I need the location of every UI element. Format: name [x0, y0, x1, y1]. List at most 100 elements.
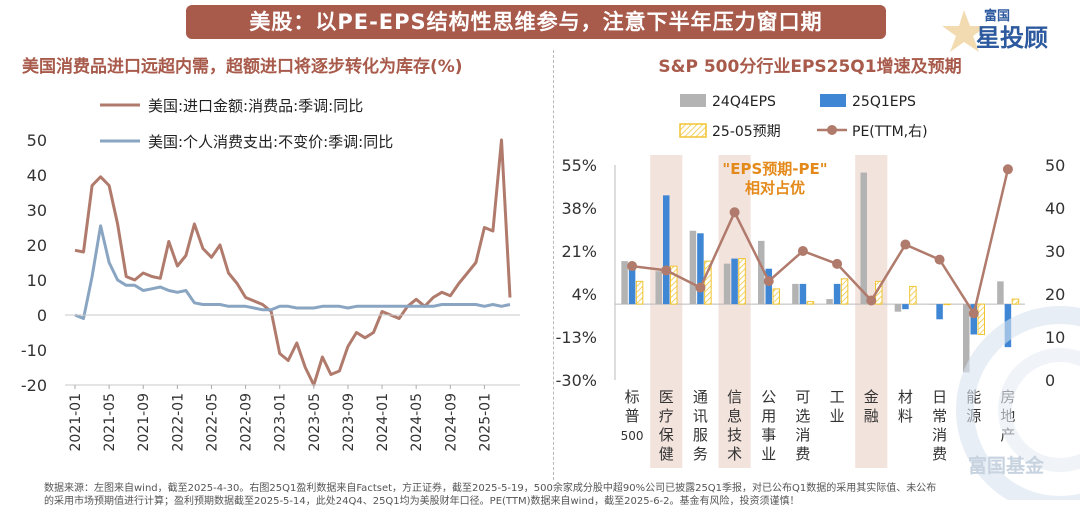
category-label-1: 医疗保健 — [659, 388, 674, 463]
category-label-8: 材料 — [898, 388, 913, 425]
bar-1-4 — [765, 268, 772, 305]
bar-0-7 — [860, 172, 867, 305]
y-right-tick-3: 30 — [1045, 242, 1065, 261]
bar-0-5 — [792, 283, 799, 305]
pe-point-3 — [729, 207, 740, 218]
y-tick-label-5: 30 — [27, 201, 47, 220]
legend-label-pce: 美国:个人消费支出:不变价:季调:同比 — [148, 133, 393, 151]
x-tick-label-5: 2022-09 — [239, 393, 255, 452]
annotation-line2: 相对占优 — [745, 179, 805, 197]
pe-point-4 — [763, 276, 774, 287]
pe-point-11 — [1002, 164, 1013, 175]
bar-0-6 — [826, 299, 833, 305]
category-label-2: 通讯服务 — [693, 388, 708, 463]
star-icon — [942, 10, 987, 52]
bar-2-9 — [943, 303, 951, 306]
category-label-9: 日常消费 — [932, 388, 947, 463]
y-left-tick-0: 55% — [561, 156, 597, 175]
watermark-text: 富国基金 — [968, 454, 1045, 477]
bar-0-8 — [894, 304, 902, 312]
bar-2-1 — [670, 265, 678, 305]
pe-point-0 — [627, 261, 638, 272]
watermark-emblem: 富国基金 — [956, 306, 1080, 500]
bar-1-0 — [628, 266, 636, 305]
bar-2-3 — [738, 258, 746, 305]
chart-divider — [553, 50, 554, 480]
x-tick-label-8: 2023-09 — [341, 393, 357, 452]
y-right-tick-0: 0 — [1045, 371, 1055, 390]
bar-2-11 — [1011, 298, 1020, 305]
y-left-tick-2: 21% — [561, 242, 597, 261]
legend-label-pe: PE(TTM,右) — [852, 124, 928, 140]
y-right-tick-1: 10 — [1045, 328, 1065, 347]
bar-1-9 — [936, 304, 943, 320]
series-line-0 — [74, 138, 512, 387]
page-title-banner: 美股：以PE-EPS结构性思维参与，注意下半年压力窗口期 — [186, 5, 886, 39]
bar-1-6 — [833, 283, 841, 305]
right-chart-title: S&P 500分行业EPS25Q1增速及预期 — [658, 57, 962, 77]
x-tick-label-6: 2023-01 — [273, 393, 289, 452]
y-left-tick-1: 38% — [561, 199, 597, 218]
legend-swatch-forecast — [679, 123, 707, 138]
y-right-tick-2: 20 — [1045, 285, 1065, 304]
bar-0-10 — [963, 304, 970, 373]
bar-2-5 — [806, 301, 815, 305]
y-tick-label-0: -20 — [21, 376, 47, 395]
x-tick-label-3: 2022-01 — [170, 393, 186, 452]
pe-point-9 — [934, 254, 945, 265]
annotation-line1: "EPS预期-PE" — [722, 160, 827, 178]
data-source-line1: 数据来源：左图来自wind，截至2025-4-30。右图25Q1盈利数据来自Fa… — [44, 483, 937, 494]
bar-1-8 — [902, 304, 909, 310]
x-tick-label-7: 2023-05 — [307, 393, 323, 452]
brand-logo: 富国 星投顾 — [942, 8, 1048, 52]
bar-0-4 — [758, 240, 765, 305]
series-line-1 — [74, 224, 511, 320]
left-line-chart: -20 -10 0 10 20 30 40 50 2021-01 2021-05 2021-09 20… — [21, 97, 520, 452]
bar-2-8 — [909, 285, 917, 305]
pe-point-1 — [661, 265, 672, 276]
legend-label-imports: 美国:进口金额:消费品:季调:同比 — [148, 97, 363, 115]
y-tick-label-2: 0 — [37, 306, 47, 325]
y-left-tick-4: -13% — [556, 328, 597, 347]
y-tick-label-4: 20 — [27, 236, 47, 255]
y-right-tick-5: 50 — [1045, 156, 1065, 175]
highlight-band-3 — [718, 155, 751, 468]
x-tick-label-11: 2024-09 — [443, 393, 459, 452]
category-label-5: 可选消费 — [795, 388, 810, 463]
legend-label-24q4: 24Q4EPS — [712, 94, 776, 110]
x-tick-label-1: 2021-05 — [102, 393, 118, 452]
bar-2-2 — [704, 260, 712, 305]
bar-1-5 — [799, 283, 807, 305]
bar-0-0 — [621, 261, 628, 305]
legend-label-25q1: 25Q1EPS — [852, 94, 916, 110]
bar-1-3 — [731, 258, 738, 305]
legend-swatch-25q1 — [820, 94, 846, 107]
bar-2-0 — [635, 280, 644, 305]
legend-label-forecast: 25-05预期 — [712, 124, 781, 140]
category-label-0: 标普 500 — [621, 388, 644, 443]
bar-1-2 — [697, 233, 704, 305]
category-label-3: 信息技术 — [727, 388, 742, 463]
x-tick-label-4: 2022-05 — [204, 393, 220, 452]
bar-0-3 — [723, 263, 731, 305]
pe-point-6 — [832, 258, 843, 269]
pe-line — [631, 169, 1010, 317]
pe-point-8 — [900, 239, 911, 250]
bar-2-6 — [840, 278, 849, 305]
bar-0-11 — [997, 281, 1004, 305]
x-tick-label-0: 2021-01 — [68, 393, 84, 452]
logo-top-text: 富国 — [984, 8, 1010, 24]
y-tick-label-1: -10 — [21, 341, 47, 360]
bar-0-9 — [928, 304, 936, 305]
y-tick-label-7: 50 — [27, 131, 47, 150]
y-tick-label-3: 10 — [27, 271, 47, 290]
bar-2-4 — [772, 288, 780, 305]
logo-main-text: 星投顾 — [976, 24, 1048, 52]
y-tick-label-6: 40 — [27, 166, 47, 185]
x-tick-label-2: 2021-09 — [136, 393, 152, 452]
pe-point-2 — [695, 282, 706, 293]
y-left-tick-5: -30% — [556, 371, 597, 390]
bar-1-10 — [970, 304, 977, 335]
data-source-line2: 的采用市场预期值进行计算；盈利预期数据截至2025-5-14，此处24Q4、25… — [44, 496, 800, 507]
category-label-6: 工业 — [830, 388, 845, 425]
